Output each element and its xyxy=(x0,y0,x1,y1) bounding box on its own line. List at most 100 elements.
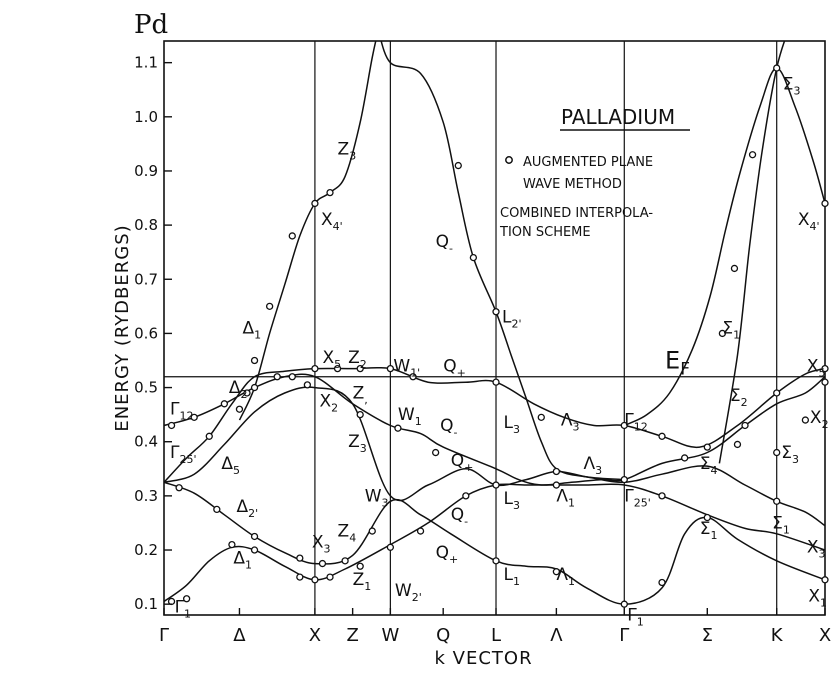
band-label: Q- xyxy=(440,416,457,439)
band-label: Q+ xyxy=(451,451,474,474)
y-axis-label: ENERGY (RYDBERGS) xyxy=(112,224,133,431)
x-tick-label: Δ xyxy=(233,625,246,646)
x-tick-label: Λ xyxy=(550,625,563,646)
apw-point xyxy=(288,232,296,240)
band-label: L3 xyxy=(504,489,520,512)
band-label: X2 xyxy=(319,392,338,415)
fermi-level: EF xyxy=(164,347,825,380)
band-label: Z3 xyxy=(338,140,357,163)
apw-point xyxy=(658,578,666,587)
band-label: W1 xyxy=(398,405,422,428)
band-label: Γ25' xyxy=(170,443,197,466)
band-label: Λ1 xyxy=(556,565,575,588)
legend-apw-marker xyxy=(505,156,513,164)
apw-point xyxy=(773,64,781,72)
apw-point xyxy=(733,440,742,449)
legend-interp-line2: TION SCHEME xyxy=(499,225,591,240)
apw-point xyxy=(288,373,296,381)
band-curve-3 xyxy=(164,386,825,527)
apw-point xyxy=(228,540,236,549)
apw-point xyxy=(492,481,500,489)
band-label: Q- xyxy=(436,232,453,255)
apw-point xyxy=(703,513,711,522)
apw-point xyxy=(296,554,304,562)
apw-point xyxy=(552,568,561,576)
x-tick-label: W xyxy=(381,625,399,646)
x-tick-label: K xyxy=(771,625,784,646)
band-curve-2 xyxy=(164,481,825,605)
band-label: L1 xyxy=(504,565,520,588)
apw-point xyxy=(341,557,349,565)
x-tick-label: Q xyxy=(436,625,450,646)
band-label: Σ1 xyxy=(700,519,718,542)
apw-point xyxy=(333,364,342,373)
y-axis-ticks: 0.1 0.2 0.3 0.4 0.5 0.6 0.7 0.8 0.9 1.0 1.1 xyxy=(134,54,172,613)
apw-point xyxy=(773,389,781,397)
apw-point xyxy=(296,573,304,581)
apw-point xyxy=(394,424,402,432)
band-label: Q+ xyxy=(436,543,459,566)
apw-point xyxy=(167,421,176,430)
apw-point xyxy=(368,527,376,535)
apw-point xyxy=(773,497,781,505)
apw-point xyxy=(311,199,319,208)
apw-point xyxy=(730,264,739,273)
legend-interp-line1: COMBINED INTERPOLA- xyxy=(500,206,653,221)
apw-point xyxy=(311,364,319,373)
band-curve-1 xyxy=(164,483,825,603)
apw-point xyxy=(220,400,229,408)
band-label: L3 xyxy=(504,413,520,436)
x-tick-label: L xyxy=(491,625,501,646)
apw-point xyxy=(492,557,500,565)
apw-point xyxy=(821,378,829,386)
y-tick-label: 0.1 xyxy=(134,595,158,613)
band-label: X5 xyxy=(322,348,341,371)
y-tick-label: 0.2 xyxy=(134,541,158,559)
apw-point xyxy=(773,448,781,457)
legend-apw-line1: AUGMENTED PLANE xyxy=(523,155,653,170)
band-label: Λ3 xyxy=(561,410,580,433)
apw-point xyxy=(492,378,500,386)
apw-point xyxy=(537,413,545,421)
apw-point xyxy=(311,576,319,584)
apw-point xyxy=(620,600,628,608)
band-label: Γ1 xyxy=(627,605,643,628)
apw-point xyxy=(552,467,561,476)
y-tick-label: 0.9 xyxy=(134,162,158,180)
apw-point xyxy=(243,389,251,397)
band-label: Γ12 xyxy=(624,410,647,433)
symmetry-lines xyxy=(314,41,778,615)
x-tick-label: Σ xyxy=(702,625,713,646)
apw-point xyxy=(273,373,281,381)
apw-point xyxy=(190,413,198,421)
apw-point xyxy=(431,448,440,457)
band-label: X4' xyxy=(798,210,820,233)
band-label: W3 xyxy=(365,486,389,509)
apw-point xyxy=(175,484,183,492)
plot-border xyxy=(163,40,826,616)
band-label: Z4 xyxy=(338,521,357,544)
apw-point xyxy=(552,481,561,489)
apw-point xyxy=(356,364,364,373)
band-label: Z2 xyxy=(348,348,367,371)
apw-point xyxy=(462,492,470,500)
x-tick-label: X xyxy=(309,625,321,646)
apw-point xyxy=(741,421,749,430)
apw-point xyxy=(250,356,259,365)
band-label: Z1 xyxy=(353,570,372,593)
apw-point xyxy=(620,421,628,430)
y-tick-label: 0.4 xyxy=(134,433,158,451)
apw-point xyxy=(718,329,727,338)
x-tick-label: X xyxy=(819,625,831,646)
apw-point xyxy=(326,188,334,197)
x-axis-label: k VECTOR xyxy=(435,648,533,669)
band-label: X3 xyxy=(312,532,331,555)
apw-point xyxy=(681,454,689,462)
band-label: Q- xyxy=(451,505,468,528)
apw-point xyxy=(250,546,259,554)
apw-point xyxy=(318,559,327,568)
apw-point xyxy=(620,475,628,484)
apw-point xyxy=(416,527,425,535)
